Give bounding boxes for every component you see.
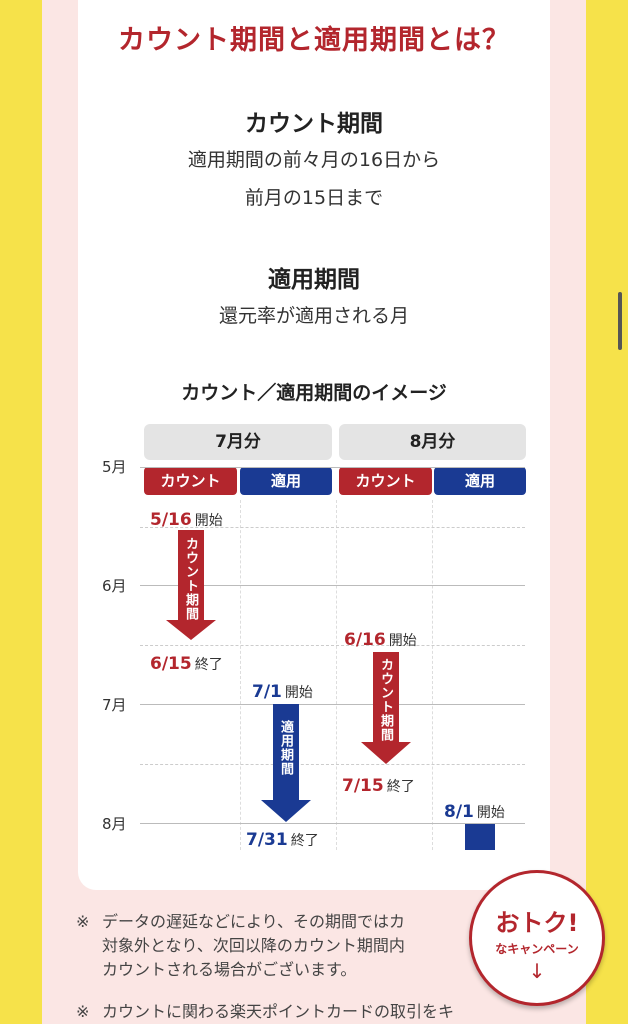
month-label: 7月 (102, 696, 127, 714)
count-tag: カウント (339, 467, 432, 495)
scrollbar[interactable] (618, 292, 622, 350)
arrow-down-icon: ↓ (528, 959, 546, 983)
month-label: 6月 (102, 577, 127, 595)
apply-period-desc: 還元率が適用される月 (218, 305, 409, 327)
apply-period-bar (465, 824, 495, 850)
grid-line (336, 500, 337, 850)
grid-line (140, 585, 525, 586)
campaign-badge-button[interactable]: おトク! なキャンペーン ↓ (469, 870, 605, 1006)
column-header-august: 8月分 (339, 424, 526, 460)
diagram-title: カウント／適用期間のイメージ (181, 382, 447, 404)
grid-line (140, 645, 525, 646)
apply-start-date: 7/1 開始 (252, 682, 313, 702)
count-arrow-label: カウント期間 (378, 658, 393, 742)
count-period-desc-1: 適用期間の前々月の16日から (187, 149, 441, 171)
section-title: カウント期間と適用期間とは？ (118, 25, 510, 56)
month-label: 8月 (102, 815, 127, 833)
apply-arrow-label: 適用期間 (278, 720, 293, 776)
count-end-date: 6/15 終了 (150, 654, 223, 674)
month-label: 5月 (102, 458, 127, 476)
grid-line (240, 500, 241, 850)
count-start-date: 6/16 開始 (344, 630, 417, 650)
count-period-desc-2: 前月の15日まで (244, 187, 384, 209)
grid-line (140, 704, 525, 705)
count-period-arrow (361, 652, 411, 764)
grid-line (432, 500, 433, 850)
apply-tag: 適用 (434, 467, 526, 495)
grid-line (140, 527, 525, 528)
note-2: ※ カウントに関わる楽天ポイントカードの取引をキ (76, 1002, 455, 1021)
count-tag: カウント (144, 467, 237, 495)
count-period-title: カウント期間 (245, 111, 383, 137)
count-start-date: 5/16 開始 (150, 510, 223, 530)
note-1: ※ データの遅延などにより、その期間ではカ 対象外となり、次回以降のカウント期間内… (76, 912, 406, 979)
grid-line (140, 764, 525, 765)
apply-period-title: 適用期間 (268, 267, 360, 293)
apply-tag: 適用 (240, 467, 332, 495)
count-end-date: 7/15 終了 (342, 776, 415, 796)
column-header-july: 7月分 (144, 424, 332, 460)
grid-line (140, 823, 525, 824)
count-period-arrow (166, 530, 216, 640)
badge-title: おトク! (495, 909, 579, 937)
badge-subtitle: なキャンペーン (495, 942, 579, 956)
apply-end-date: 7/31 終了 (246, 830, 319, 850)
count-arrow-label: カウント期間 (183, 537, 198, 621)
apply-start-date: 8/1 開始 (444, 802, 505, 822)
apply-period-arrow (261, 704, 311, 822)
grid-line (140, 467, 525, 468)
